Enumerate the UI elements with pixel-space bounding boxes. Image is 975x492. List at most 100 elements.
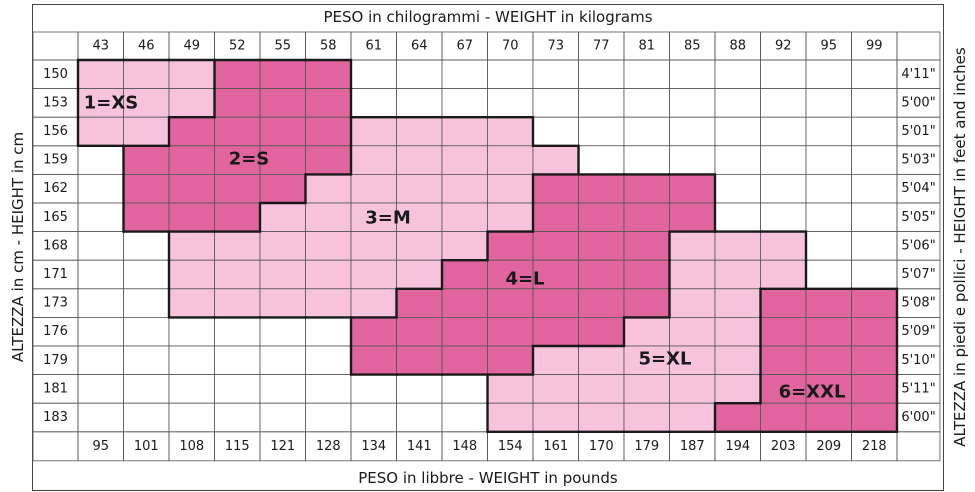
size-cell	[851, 402, 898, 433]
kg-tick-label: 81	[638, 39, 655, 54]
size-cell	[623, 259, 670, 290]
size-label: 3=M	[365, 208, 411, 229]
size-cell	[396, 173, 443, 204]
kg-tick-label: 85	[684, 39, 701, 54]
lb-tick-label: 115	[225, 439, 250, 454]
cm-tick-label: 179	[43, 353, 68, 368]
empty-cell	[487, 59, 534, 90]
empty-cell	[623, 88, 670, 118]
size-cell	[168, 116, 215, 147]
empty-cell	[805, 231, 852, 261]
empty-cell	[77, 259, 124, 290]
size-cell	[578, 231, 625, 261]
lb-tick-label: 187	[680, 439, 705, 454]
empty-cell	[305, 374, 352, 404]
empty-cell	[714, 116, 761, 147]
size-cell	[168, 259, 215, 290]
size-cell	[760, 288, 807, 318]
ft-tick-label: 5'06"	[901, 238, 935, 253]
empty-cell	[214, 316, 261, 347]
size-cell	[714, 345, 761, 376]
size-cell	[305, 59, 352, 90]
empty-cell	[350, 88, 397, 118]
size-cell	[123, 145, 170, 175]
size-cell	[259, 202, 306, 233]
ft-tick-label: 5'08"	[901, 296, 935, 311]
size-cell	[441, 259, 488, 290]
cm-tick-label: 153	[43, 95, 68, 110]
size-cell	[396, 231, 443, 261]
size-cell	[578, 316, 625, 347]
size-cell	[214, 88, 261, 118]
cm-tick-label: 181	[43, 381, 68, 396]
kg-tick-label: 49	[183, 39, 200, 54]
size-cell	[532, 202, 579, 233]
corner-cell	[896, 431, 941, 462]
kg-tick-label: 58	[320, 39, 337, 54]
empty-cell	[623, 116, 670, 147]
lb-tick-label: 209	[816, 439, 841, 454]
empty-cell	[805, 173, 852, 204]
size-cell	[669, 173, 716, 204]
size-cell	[487, 316, 534, 347]
size-cell	[532, 402, 579, 433]
ft-tick-label: 6'00"	[901, 410, 935, 425]
size-cell	[623, 173, 670, 204]
size-cell	[441, 202, 488, 233]
empty-cell	[441, 402, 488, 433]
empty-cell	[760, 59, 807, 90]
size-cell	[259, 59, 306, 90]
empty-cell	[669, 145, 716, 175]
ft-tick-label: 5'04"	[901, 181, 935, 196]
kg-tick-label: 73	[547, 39, 564, 54]
empty-cell	[714, 145, 761, 175]
corner-cell	[32, 431, 79, 462]
empty-cell	[396, 402, 443, 433]
empty-cell	[851, 145, 898, 175]
cm-tick-label: 168	[43, 238, 68, 253]
size-cell	[441, 145, 488, 175]
size-cell	[805, 288, 852, 318]
lb-tick-label: 128	[316, 439, 341, 454]
size-cell	[214, 231, 261, 261]
size-cell	[714, 231, 761, 261]
size-cell	[441, 116, 488, 147]
cm-tick-label: 183	[43, 410, 68, 425]
empty-cell	[123, 259, 170, 290]
empty-cell	[168, 345, 215, 376]
size-cell	[578, 345, 625, 376]
kg-tick-label: 95	[820, 39, 837, 54]
empty-cell	[851, 116, 898, 147]
size-cell	[623, 402, 670, 433]
size-cell	[669, 402, 716, 433]
kg-tick-label: 61	[365, 39, 382, 54]
size-cell	[305, 145, 352, 175]
size-cell	[441, 231, 488, 261]
cm-tick-label: 162	[43, 181, 68, 196]
kg-tick-label: 99	[866, 39, 883, 54]
cm-tick-label: 173	[43, 296, 68, 311]
empty-cell	[305, 402, 352, 433]
size-cell	[532, 231, 579, 261]
size-cell	[623, 202, 670, 233]
size-cell	[396, 316, 443, 347]
size-cell	[168, 59, 215, 90]
size-cell	[350, 316, 397, 347]
size-cell	[259, 259, 306, 290]
size-cell	[578, 288, 625, 318]
size-cell	[487, 173, 534, 204]
size-cell	[168, 173, 215, 204]
empty-cell	[77, 316, 124, 347]
size-cell	[350, 288, 397, 318]
empty-cell	[714, 59, 761, 90]
size-label: 6=XXL	[779, 382, 846, 403]
size-cell	[578, 202, 625, 233]
size-cell	[760, 345, 807, 376]
size-cell	[669, 288, 716, 318]
size-cell	[487, 288, 534, 318]
empty-cell	[805, 145, 852, 175]
size-cell	[396, 116, 443, 147]
empty-cell	[77, 402, 124, 433]
ft-tick-label: 5'03"	[901, 153, 935, 168]
size-cell	[487, 202, 534, 233]
